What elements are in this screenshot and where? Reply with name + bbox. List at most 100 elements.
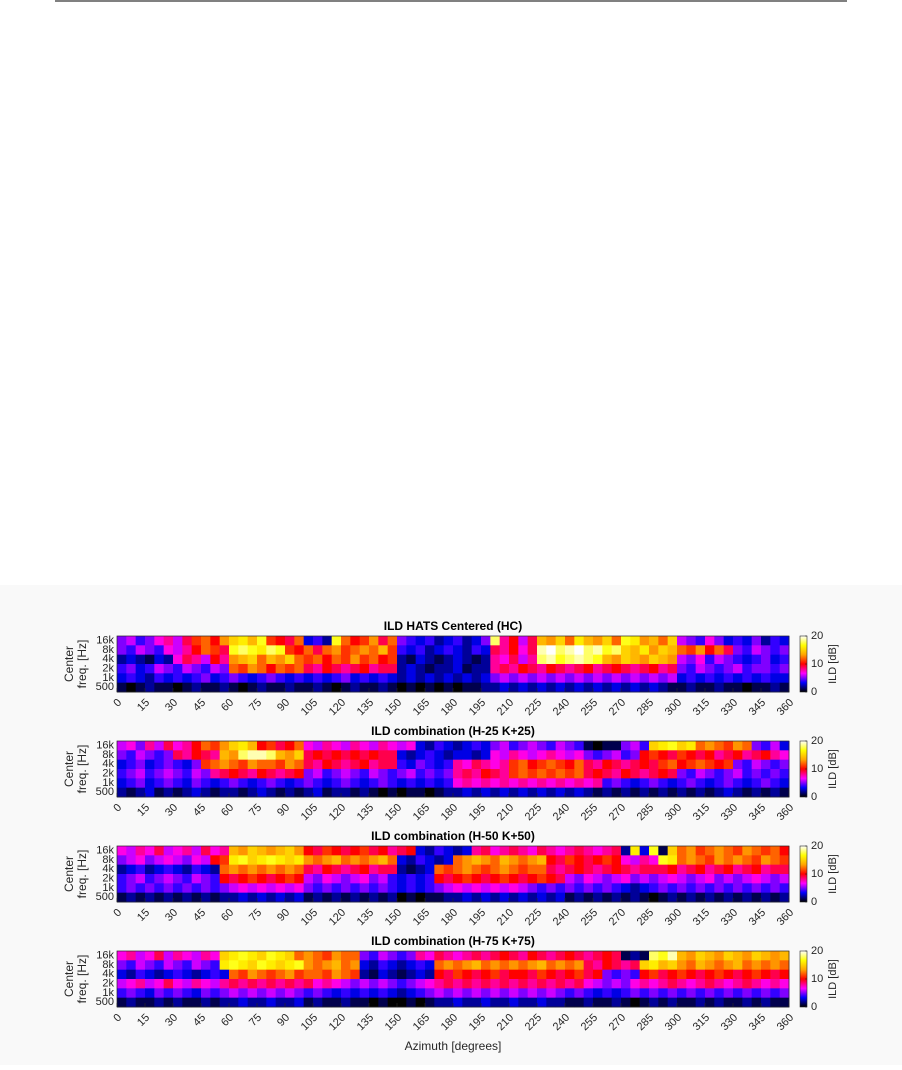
heatmap-cell [630, 892, 641, 903]
heatmap-cell [770, 778, 781, 789]
heatmap-cell [761, 855, 771, 866]
heatmap-cell [154, 997, 165, 1008]
heatmap-cell [499, 787, 510, 798]
heatmap-cell [639, 769, 650, 779]
heatmap-cell [191, 787, 202, 798]
heatmap-cell [313, 654, 323, 665]
heatmap-cell [593, 892, 603, 903]
heatmap-cell [695, 759, 706, 770]
heatmap-cell [154, 960, 165, 971]
heatmap-cell [639, 969, 650, 980]
heatmap-cell [481, 846, 491, 856]
heatmap-cell [266, 682, 277, 693]
heatmap-cell [257, 750, 267, 761]
heatmap-cell [714, 654, 725, 665]
heatmap-cell [387, 778, 398, 789]
heatmap-cell [705, 769, 715, 779]
heatmap-cell [387, 741, 398, 751]
heatmap-cell [294, 673, 305, 684]
heatmap-cell [163, 874, 174, 884]
heatmap-cell [546, 892, 557, 903]
heatmap-cell [527, 874, 538, 884]
heatmap-cell [238, 673, 249, 684]
heatmap-cell [425, 997, 435, 1008]
heatmap-cell [210, 997, 221, 1008]
heatmap-cell [714, 787, 725, 798]
heatmap-cell [630, 645, 641, 656]
heatmap-cell [163, 988, 174, 999]
heatmap-cell [313, 874, 323, 884]
heatmap-cell [761, 997, 771, 1008]
heatmap-cell [173, 673, 183, 684]
heatmap-cell [583, 855, 594, 866]
heatmap-cell [462, 969, 473, 980]
heatmap-cell [173, 682, 183, 693]
heatmap-cell [434, 759, 445, 770]
heatmap-cell [350, 997, 361, 1008]
heatmap-cell [723, 883, 734, 894]
heatmap-cell [499, 864, 510, 875]
heatmap-cell [210, 883, 221, 894]
heatmap-cell [527, 759, 538, 770]
heatmap-cell [229, 741, 239, 751]
heatmap-cell [145, 654, 155, 665]
heatmap-cell [145, 997, 155, 1008]
heatmap-cell [639, 864, 650, 875]
heatmap-cell [350, 883, 361, 894]
heatmap-cell [742, 673, 753, 684]
heatmap-cell [639, 951, 650, 961]
heatmap-cell [537, 787, 547, 798]
heatmap-cell [313, 750, 323, 761]
heatmap-cell [593, 750, 603, 761]
heatmap-cell [182, 951, 193, 961]
heatmap-cell [425, 864, 435, 875]
heatmap-cell [322, 769, 333, 779]
heatmap-cell [247, 787, 258, 798]
heatmap-cell [154, 654, 165, 665]
heatmap-cell [331, 741, 342, 751]
heatmap-cell [593, 654, 603, 665]
heatmap-cell [742, 778, 753, 789]
heatmap-cell [565, 682, 575, 693]
heatmap-cell [135, 645, 146, 656]
heatmap-cell [490, 741, 501, 751]
heatmap-cell [126, 769, 137, 779]
heatmap-cell [341, 664, 351, 674]
heatmap-cell [705, 883, 715, 894]
heatmap-cell [733, 997, 743, 1008]
heatmap-cell [574, 988, 585, 999]
heatmap-cell [630, 988, 641, 999]
heatmap-cell [518, 759, 529, 770]
y-tick-label: 4k [102, 653, 114, 665]
heatmap-cell [163, 979, 174, 989]
heatmap-cell [770, 979, 781, 989]
heatmap-cell [667, 750, 678, 761]
heatmap-cell [406, 892, 417, 903]
heatmap-cell [583, 759, 594, 770]
heatmap-cell [770, 673, 781, 684]
heatmap-cell [602, 855, 613, 866]
heatmap-cell [285, 654, 295, 665]
heatmap-cell [462, 664, 473, 674]
heatmap-cell [490, 997, 501, 1008]
heatmap-cell [686, 892, 697, 903]
heatmap-cell [555, 645, 566, 656]
heatmap-cell [611, 778, 622, 789]
heatmap-cell [350, 979, 361, 989]
heatmap-cell [201, 883, 211, 894]
heatmap-cell [761, 988, 771, 999]
heatmap-cell [537, 759, 547, 770]
heatmap-cell [117, 979, 127, 989]
heatmap-cell [117, 883, 127, 894]
heatmap-cell [639, 673, 650, 684]
heatmap-cell [275, 874, 286, 884]
heatmap-cell [247, 636, 258, 646]
heatmap-cell [649, 673, 659, 684]
heatmap-cell [369, 988, 379, 999]
heatmap-cell [677, 682, 687, 693]
heatmap-cell [481, 892, 491, 903]
heatmap-cell [173, 654, 183, 665]
heatmap-cell [733, 759, 743, 770]
heatmap-cell [397, 759, 407, 770]
heatmap-cell [266, 759, 277, 770]
